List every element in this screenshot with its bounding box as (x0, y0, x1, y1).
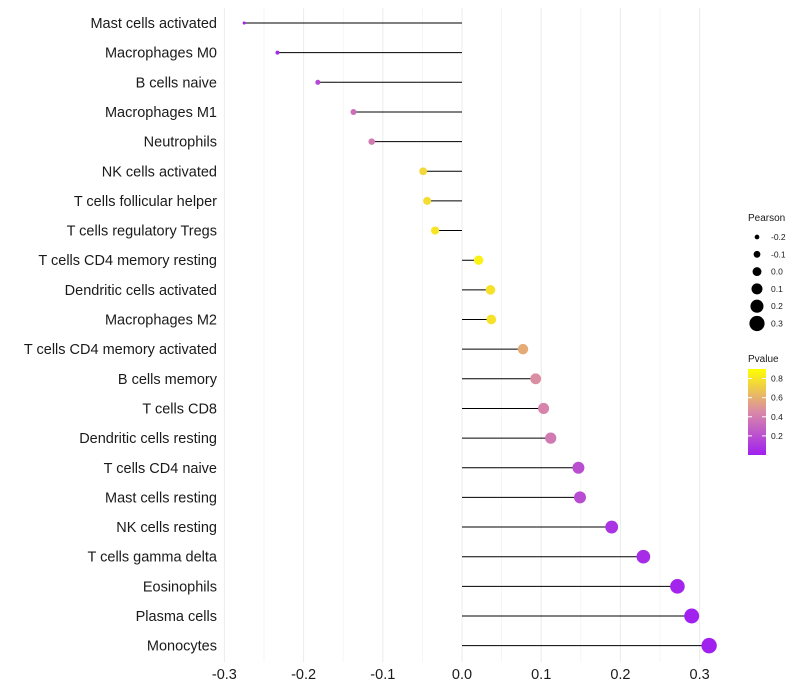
lollipop-point (605, 520, 619, 534)
category-label: NK cells resting (116, 520, 217, 536)
size-legend-label: -0.1 (771, 249, 786, 259)
size-legend-dot (753, 250, 761, 258)
category-label: Mast cells resting (105, 490, 217, 506)
category-label: T cells follicular helper (74, 194, 217, 210)
category-label: T cells regulatory Tregs (67, 224, 217, 240)
lollipop-point (350, 108, 357, 115)
x-tick-label: -0.3 (212, 667, 237, 683)
category-label: Macrophages M0 (105, 46, 217, 62)
category-label: T cells gamma delta (88, 550, 218, 566)
color-legend-label: 0.4 (771, 412, 783, 422)
color-legend: Pvalue 0.2 0.4 0.6 0.8 (748, 354, 783, 455)
lollipop-point (572, 461, 585, 474)
size-legend-dot (754, 234, 760, 240)
x-tick-label: 0.2 (610, 667, 630, 683)
size-legend-label: 0.2 (771, 301, 783, 311)
lollipop-point (670, 579, 685, 594)
x-tick-label: 0.3 (690, 667, 710, 683)
category-label: Dendritic cells activated (65, 283, 217, 299)
category-label: B cells naive (136, 75, 217, 91)
category-label: Mast cells activated (90, 16, 217, 32)
category-label: T cells CD4 naive (104, 461, 217, 477)
category-label: Plasma cells (136, 609, 217, 625)
color-legend-bar (748, 369, 766, 455)
lollipop-point (530, 373, 542, 385)
category-label: T cells CD4 memory resting (38, 253, 217, 269)
category-label: Macrophages M2 (105, 313, 217, 329)
lollipop-point (473, 255, 484, 265)
category-labels: Mast cells activated Macrophages M0 B cell… (24, 16, 218, 655)
category-label: T cells CD4 memory activated (24, 342, 217, 358)
size-legend-label: -0.2 (771, 232, 786, 242)
lollipop-point (275, 50, 280, 55)
lollipop-point (368, 138, 375, 145)
lollipop-point (423, 196, 432, 205)
x-tick-label: 0.1 (531, 667, 551, 683)
lollipop-point (315, 79, 321, 85)
lollipop-point (636, 549, 651, 564)
color-legend-label: 0.8 (771, 374, 783, 384)
lollipop-point (419, 167, 428, 176)
lollipop-point (545, 432, 557, 444)
x-tick-label: -0.1 (370, 667, 395, 683)
category-label: Dendritic cells resting (79, 431, 217, 447)
category-label: B cells memory (118, 372, 218, 388)
color-legend-title: Pvalue (748, 354, 779, 365)
category-label: Monocytes (147, 639, 217, 655)
color-legend-label: 0.2 (771, 431, 783, 441)
lollipop-point (517, 343, 529, 355)
x-tick-label: 0.0 (452, 667, 472, 683)
category-label: Neutrophils (144, 135, 217, 151)
lollipop-point (538, 402, 550, 414)
size-legend-dot (751, 283, 763, 295)
lollipop-point (701, 637, 717, 654)
lollipop-point (486, 314, 497, 325)
lollipop-point (242, 21, 246, 25)
size-legend: Pearson -0.2 -0.1 0.0 0.1 0.2 0.3 (748, 213, 786, 332)
category-label: Macrophages M1 (105, 105, 217, 121)
x-tick-label: -0.2 (291, 667, 316, 683)
size-legend-dot (752, 267, 762, 277)
category-label: T cells CD8 (142, 401, 217, 417)
size-legend-label: 0.0 (771, 267, 783, 277)
lollipop-point (485, 285, 496, 295)
color-legend-label: 0.6 (771, 393, 783, 403)
lollipop-point (684, 608, 700, 624)
category-label: NK cells activated (102, 164, 217, 180)
size-legend-dot (750, 299, 764, 313)
grid-lines (223, 8, 701, 662)
category-label: Eosinophils (143, 579, 217, 595)
x-axis-ticks: -0.3 -0.2 -0.1 0.0 0.1 0.2 0.3 (212, 667, 710, 683)
lollipop-point (574, 491, 587, 504)
lollipop-points (242, 21, 717, 654)
size-legend-label: 0.3 (771, 319, 783, 329)
lollipop-point (430, 226, 440, 235)
size-legend-title: Pearson (748, 213, 785, 224)
size-legend-label: 0.1 (771, 284, 783, 294)
size-legend-dot (749, 315, 765, 332)
